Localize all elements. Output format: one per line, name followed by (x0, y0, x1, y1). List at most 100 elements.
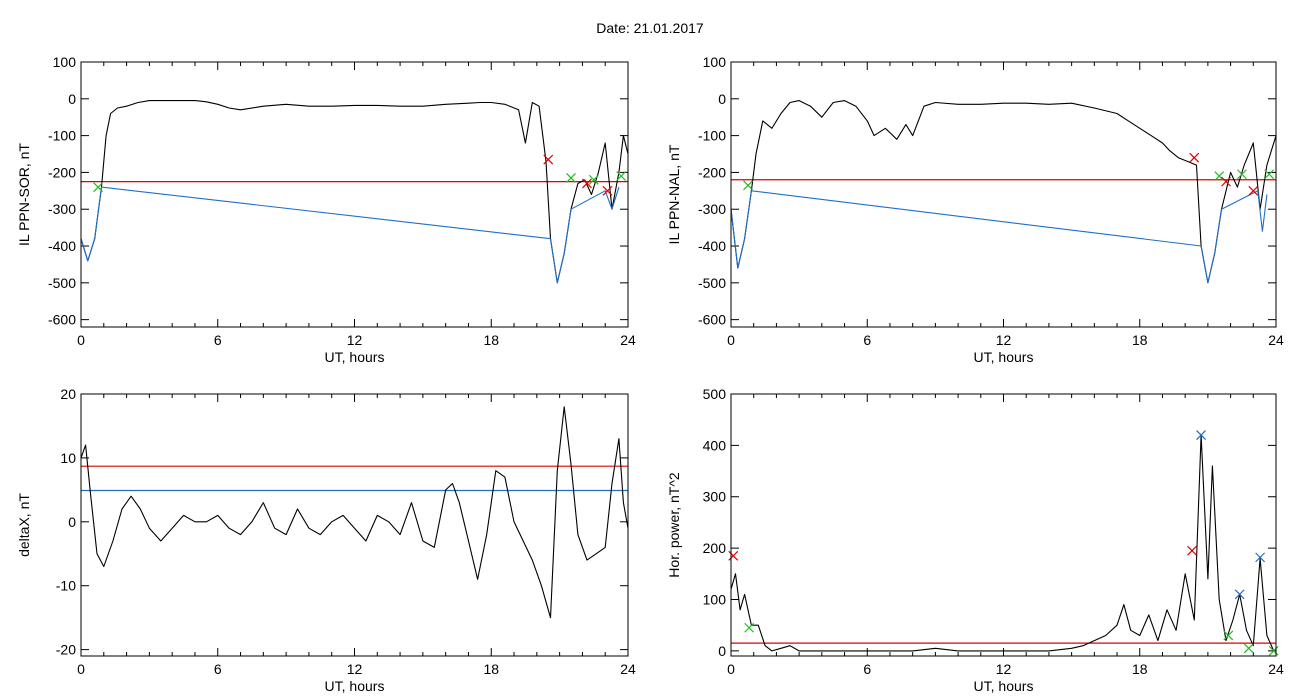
x-axis-label: UT, hours (974, 349, 1034, 365)
x-tick-label: 6 (214, 332, 222, 348)
panel-hor-power: 0 6 12 18 24 500 400 300 200 100 0 UT, hours Hor. po… (666, 386, 1284, 694)
x-tick-label: 6 (863, 661, 871, 677)
marker-stroke (543, 154, 554, 165)
marker (1234, 589, 1245, 600)
plot-frame (80, 393, 629, 657)
marker-stroke (1196, 430, 1206, 441)
y-tick-label: -600 (48, 312, 76, 328)
x-tick-label: 12 (347, 332, 363, 348)
marker-stroke (616, 171, 627, 182)
y-tick-label: 10 (60, 450, 76, 466)
y-tick-label: 200 (703, 540, 727, 556)
x-tick-label: 18 (483, 332, 499, 348)
x-tick-label: 0 (77, 332, 85, 348)
y-axis-label: IL PPN-NAL, nT (666, 144, 682, 244)
marker-stroke (1189, 152, 1200, 163)
marker (1214, 171, 1225, 182)
series-line (731, 100, 1276, 284)
y-tick-label: -400 (698, 238, 726, 254)
x-tick-label: 24 (620, 661, 636, 677)
y-axis-label: Hor. power, nT^2 (666, 472, 682, 578)
y-axis-label: IL PPN-SOR, nT (16, 143, 32, 246)
y-tick-label: -20 (56, 642, 76, 658)
x-tick-label: 0 (727, 332, 735, 348)
y-tick-label: 0 (718, 91, 726, 107)
x-tick-label: 24 (620, 332, 636, 348)
marker (1268, 645, 1279, 656)
marker-stroke (582, 178, 592, 189)
series-line (81, 186, 620, 284)
marker-stroke (1187, 545, 1197, 556)
y-tick-label: -500 (48, 275, 76, 291)
y-tick-label: -10 (56, 578, 76, 594)
marker-stroke (1223, 630, 1234, 641)
marker (602, 185, 613, 196)
x-tick-label: 18 (1132, 332, 1148, 348)
x-tick-label: 18 (1132, 661, 1148, 677)
x-axis-label: UT, hours (325, 349, 385, 365)
panel-deltax: 0 6 12 18 24 20 10 0 -10 -20 UT, hours deltaX, nT (16, 386, 636, 694)
x-tick-label: 6 (214, 661, 222, 677)
x-tick-label: 0 (77, 661, 85, 677)
marker (1189, 152, 1200, 163)
marker-stroke (1248, 185, 1259, 196)
y-tick-label: -300 (698, 201, 726, 217)
marker (1243, 643, 1254, 654)
marker-stroke (588, 174, 599, 185)
y-tick-label: 100 (703, 591, 727, 607)
panel-ppn-nal: 0 6 12 18 24 100 0 -100 -200 -300 -400 -500 -600 UT, … (666, 54, 1284, 365)
series-line (81, 100, 628, 284)
marker-stroke (1255, 552, 1266, 563)
x-tick-label: 12 (347, 661, 363, 677)
marker (1223, 630, 1234, 641)
x-tick-label: 24 (1268, 332, 1284, 348)
marker-stroke (566, 173, 576, 183)
marker (728, 550, 739, 561)
marker-stroke (1214, 171, 1225, 182)
marker (543, 154, 554, 165)
y-tick-label: -200 (698, 164, 726, 180)
panel-ppn-sor: 0 6 12 18 24 100 0 -100 -200 -300 -400 -500 -600 UT, … (16, 54, 636, 365)
plot-frame (730, 61, 1277, 328)
marker (743, 180, 753, 191)
y-tick-label: 400 (703, 437, 727, 453)
y-tick-label: 300 (703, 489, 727, 505)
marker-stroke (744, 622, 755, 633)
marker-stroke (728, 550, 739, 561)
y-tick-label: -600 (698, 312, 726, 328)
x-tick-label: 12 (996, 661, 1012, 677)
x-tick-label: 6 (863, 332, 871, 348)
y-tick-label: -400 (48, 238, 76, 254)
marker (744, 622, 755, 633)
x-tick-label: 12 (996, 332, 1012, 348)
marker-stroke (743, 180, 753, 191)
series-line (731, 434, 1275, 652)
marker-stroke (1237, 169, 1247, 180)
marker-stroke (1268, 645, 1279, 656)
y-tick-label: 20 (60, 386, 76, 402)
marker (1248, 185, 1259, 196)
marker-stroke (1221, 176, 1231, 187)
x-axis-label: UT, hours (325, 678, 385, 694)
marker (1196, 430, 1206, 441)
y-tick-label: -100 (48, 128, 76, 144)
marker (616, 171, 627, 182)
marker-stroke (1243, 643, 1254, 654)
series-line (731, 190, 1268, 284)
y-tick-label: -200 (48, 164, 76, 180)
marker (582, 178, 592, 189)
page-title: Date: 21.01.2017 (596, 20, 704, 36)
y-axis-label: deltaX, nT (16, 493, 32, 557)
marker-stroke (93, 182, 104, 193)
y-tick-label: 100 (53, 54, 77, 70)
plot-frame (80, 61, 629, 328)
y-tick-label: 0 (718, 643, 726, 659)
y-tick-label: -100 (698, 128, 726, 144)
y-tick-label: -300 (48, 201, 76, 217)
marker (93, 182, 104, 193)
x-tick-label: 18 (483, 661, 499, 677)
y-tick-label: 500 (703, 386, 727, 402)
marker (1255, 552, 1266, 563)
marker (566, 173, 576, 183)
